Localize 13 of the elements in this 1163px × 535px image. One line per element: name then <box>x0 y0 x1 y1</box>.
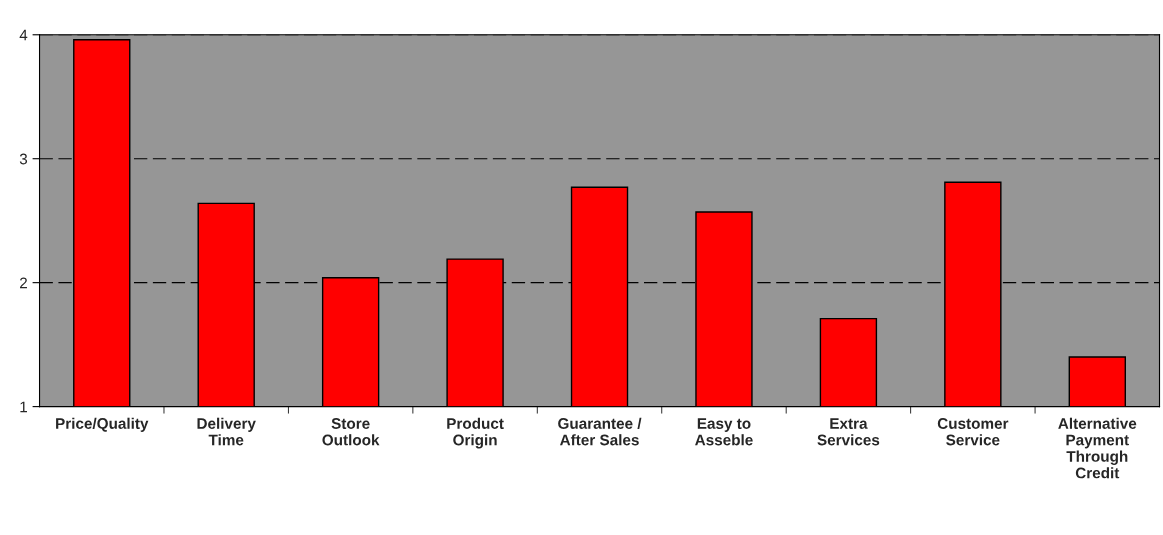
y-tick-label: 4 <box>19 29 28 41</box>
x-tick-label: Price/Quality <box>56 417 149 432</box>
x-tick-label: Product Origin <box>447 417 504 449</box>
x-tick-label: Customer Service <box>937 418 1009 446</box>
x-tick-label: Store Outlook <box>322 418 380 446</box>
y-tick-label: 3 <box>19 153 28 165</box>
y-tick-label: 1 <box>20 401 27 413</box>
x-tick-label: Extra Services <box>817 418 880 446</box>
x-tick-label: Guarantee / After Sales <box>558 417 642 446</box>
y-tick-label: 2 <box>20 277 27 289</box>
x-tick-label: Easy to Asseble <box>695 418 753 446</box>
x-tick-label: Delivery Time <box>197 417 256 446</box>
x-tick-label: Alternative Payment Through Credit <box>1058 417 1137 479</box>
